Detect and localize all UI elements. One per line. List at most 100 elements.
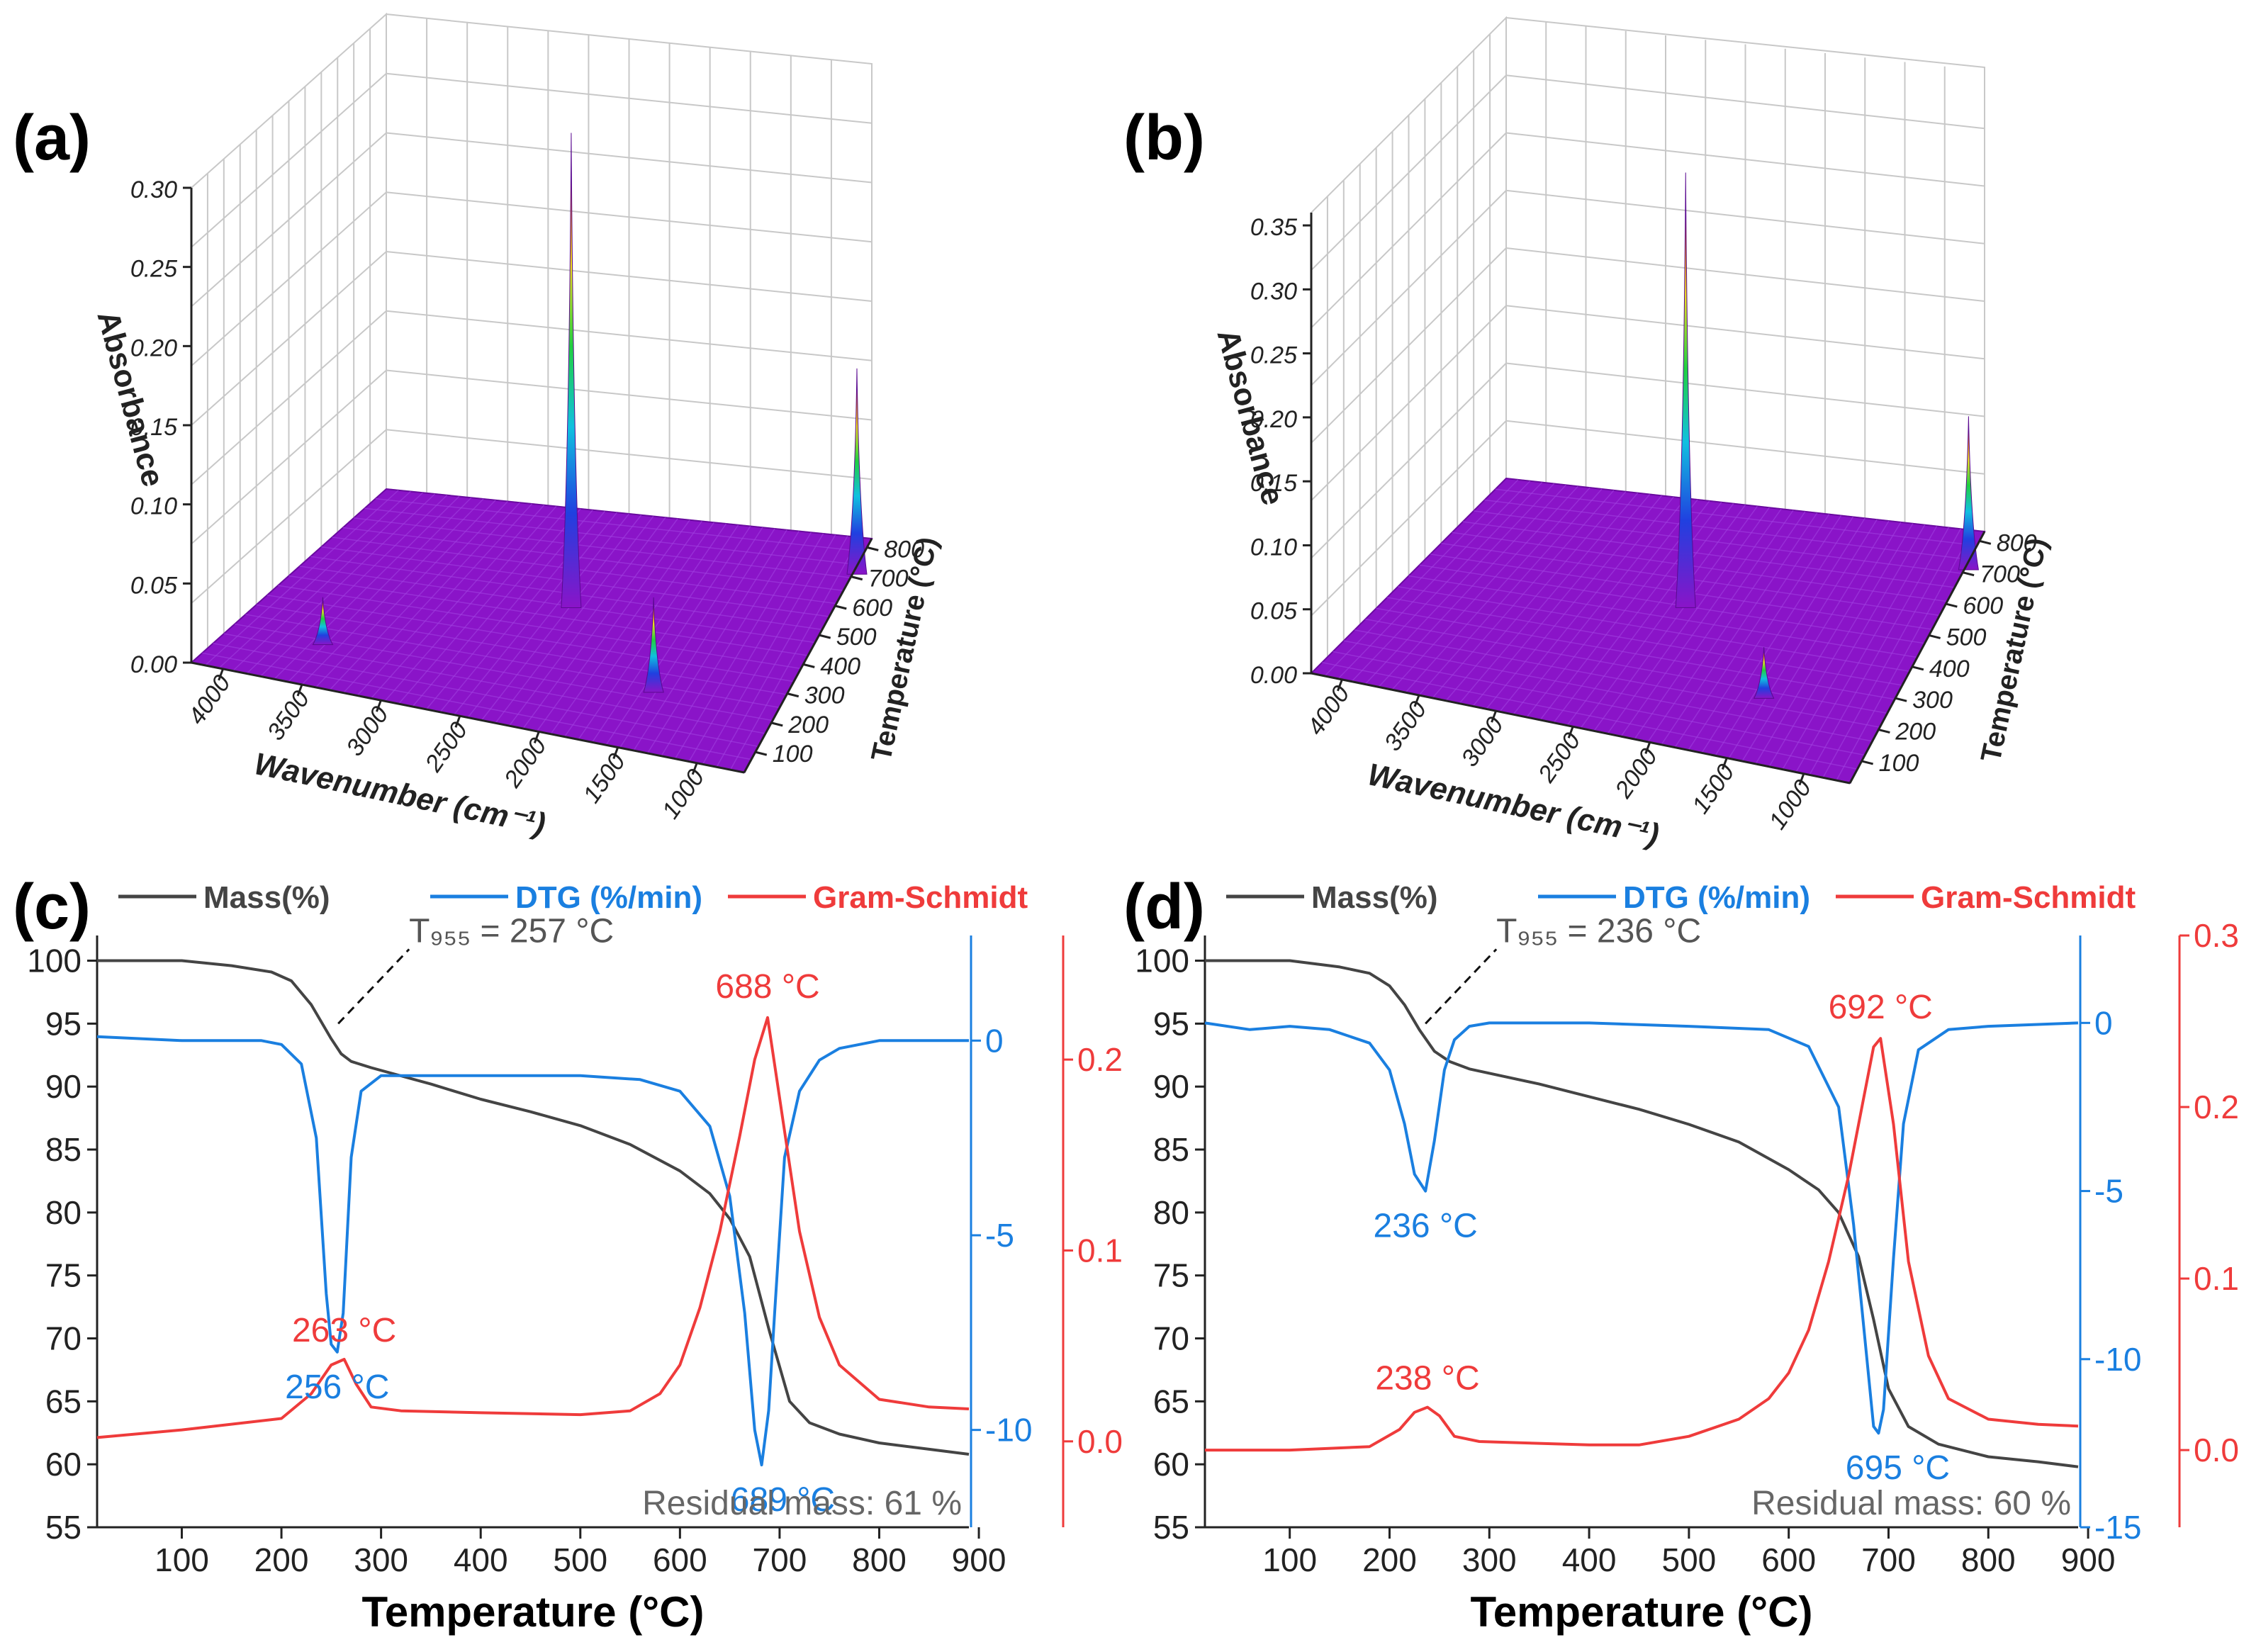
y-tick-label: 300 (804, 682, 845, 709)
x-tick-label: 100 (1262, 1541, 1317, 1578)
residual-mass-label: Residual mass: 61 % (642, 1485, 962, 1522)
left-wall-gridline (1311, 74, 1507, 271)
y-tick-mark (851, 575, 863, 581)
left-wall-gridline (1311, 132, 1507, 329)
y-tick-label: 600 (1963, 592, 2003, 619)
x-tick-mark (1644, 741, 1651, 754)
surface3d-panel-b: 0.00 0.05 0.10 0.15 0.20 0.25 0.30 0.35 4000 3500… (1123, 16, 2053, 853)
surface-mesh-line (1462, 521, 1955, 588)
z-tick-label: 0.25 (130, 256, 177, 283)
x-tick-label: 600 (653, 1541, 707, 1578)
y-tick-mark (834, 605, 847, 610)
y-tick-label: 700 (1980, 561, 2020, 588)
x-tick-label: 1000 (1764, 775, 1817, 834)
y-tick-label: 500 (836, 624, 877, 651)
surface-peak (561, 133, 582, 608)
x-tick-label: 2500 (420, 717, 473, 777)
surface-peak (643, 597, 664, 693)
dtg-tick-label: -15 (2094, 1509, 2141, 1546)
x-tick-label: 300 (1462, 1541, 1517, 1578)
back-wall-gridline (386, 72, 873, 124)
residual-mass-label: Residual mass: 60 % (1751, 1485, 2071, 1522)
surface-mesh-line (364, 507, 858, 566)
x-tick-label: 2000 (498, 733, 551, 793)
x-tick-label: 3500 (1379, 697, 1432, 756)
x-axis-title: Wavenumber (cm⁻¹) (251, 746, 549, 842)
surface-peak (1753, 647, 1775, 699)
y-tick-mark (1962, 571, 1975, 577)
surface-mesh-line (1365, 618, 1887, 714)
left-tick-label: 85 (1153, 1131, 1189, 1168)
surface-mesh-line (1386, 597, 1903, 686)
y-tick-mark (1979, 539, 1992, 545)
legend: Mass(%) DTG (%/min) Gram-Schmidt (1226, 880, 2136, 915)
y-tick-mark (1895, 697, 1907, 702)
gs-tick-label: 0.2 (1077, 1041, 1123, 1078)
x-tick-label: 3000 (341, 702, 394, 761)
x-tick-label: 500 (1662, 1541, 1717, 1578)
left-wall-gridline (1311, 420, 1507, 617)
surface-mesh-line (1484, 499, 1970, 561)
z-tick-label: 0.10 (130, 493, 177, 520)
surface-mesh-line (213, 643, 759, 748)
z-tick-label: 0.15 (1250, 470, 1297, 497)
x-tick-mark (612, 747, 619, 760)
surface-peak (1958, 416, 1979, 571)
dtg-peak1-label: 236 °C (1374, 1208, 1478, 1245)
y-tick-mark (1929, 634, 1941, 639)
panel-label: (c) (13, 872, 91, 943)
left-wall-gridline (191, 310, 387, 485)
x-axis-title: Temperature (°C) (362, 1588, 705, 1636)
back-wall-gridline (386, 429, 873, 481)
left-tick-label: 65 (1153, 1383, 1189, 1420)
left-tick-label: 60 (45, 1446, 82, 1483)
x-tick-label: 700 (1861, 1541, 1916, 1578)
dtg-tick-label: 0 (2094, 1004, 2113, 1041)
x-tick-label: 600 (1761, 1541, 1816, 1578)
left-tick-label: 100 (1135, 943, 1189, 979)
y-tick-mark (1861, 760, 1873, 765)
surface-mesh-line (1419, 564, 1925, 644)
y-axis-line (743, 538, 873, 773)
z-tick-label: 0.05 (1250, 598, 1297, 625)
legend-label: DTG (%/min) (515, 880, 702, 915)
dtg-tick-label: 0 (985, 1022, 1004, 1059)
gs-tick-label: 0.0 (2194, 1432, 2239, 1468)
y-tick-mark (1946, 602, 1958, 608)
surface-mesh-line (1408, 575, 1918, 658)
left-tick-label: 70 (45, 1320, 82, 1357)
x-tick-label: 4000 (1302, 681, 1355, 741)
panel-label: (d) (1123, 872, 1205, 943)
x-tick-label: 700 (753, 1541, 807, 1578)
legend-label: Mass(%) (203, 880, 330, 915)
x-tick-label: 4000 (183, 670, 236, 730)
x-tick-label: 3000 (1456, 712, 1509, 772)
y-tick-label: 100 (773, 741, 813, 768)
dtg-tick-label: -10 (985, 1412, 1032, 1449)
surface-mesh-line (267, 594, 795, 682)
left-tick-label: 90 (45, 1068, 82, 1105)
x-tick-mark (218, 668, 224, 681)
x-tick-mark (1337, 679, 1343, 692)
y-tick-label: 200 (787, 712, 829, 738)
legend-label: Gram-Schmidt (1921, 880, 2136, 915)
surface-mesh-line (1398, 586, 1910, 672)
dtg-peak2-label: 689 °C (731, 1481, 835, 1519)
back-wall-gridline (1505, 247, 1985, 302)
legend-label: Gram-Schmidt (813, 880, 1028, 915)
gs-peak1-label: 263 °C (292, 1312, 396, 1349)
left-tick-label: 65 (45, 1383, 82, 1420)
x-tick-label: 200 (1362, 1541, 1417, 1578)
surface-mesh-line (1322, 661, 1858, 770)
y-tick-label: 800 (1997, 529, 2037, 556)
z-tick-label: 0.05 (130, 572, 177, 599)
y-tick-label: 800 (884, 536, 924, 563)
z-tick-label: 0.10 (1250, 534, 1297, 561)
y-axis-line (1848, 531, 1986, 784)
y-tick-mark (819, 634, 831, 639)
dtg-peak2-label: 695 °C (1846, 1449, 1950, 1487)
x-tick-label: 1000 (657, 764, 710, 824)
z-tick-label: 0.00 (130, 651, 177, 678)
back-wall-gridline (386, 310, 873, 361)
